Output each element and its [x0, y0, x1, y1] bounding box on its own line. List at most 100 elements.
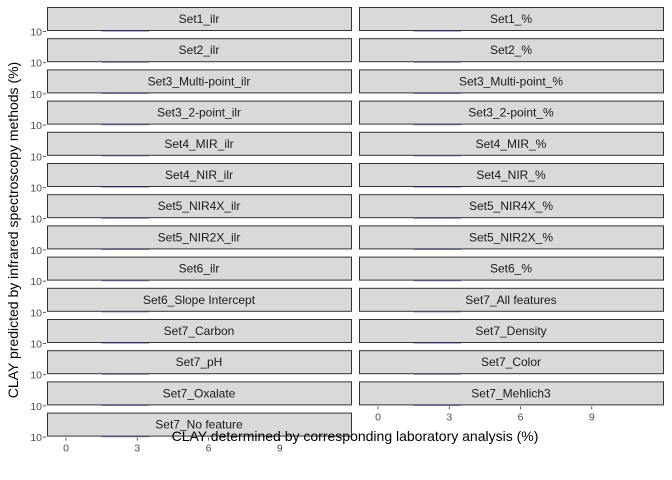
y-tick-label: 10 — [30, 245, 42, 257]
facet-strip-label: Set4_NIR_% — [476, 168, 546, 182]
facet-strip — [359, 194, 664, 219]
facet-panel: Set3_2-point_% — [359, 100, 664, 126]
facet-strip-label: Set1_% — [490, 12, 532, 26]
facet-strip-label: Set7_Oxalate — [163, 386, 236, 400]
facet-panel: Set5_NIR4X_% — [359, 194, 664, 219]
facet-panel: Set6_ilr 10 — [30, 256, 352, 288]
facet-strip-label: Set4_MIR_ilr — [164, 137, 233, 151]
y-tick-label: 10 — [30, 183, 42, 195]
facet-strip-label: Set3_Multi-point_ilr — [148, 74, 251, 88]
facet-strip-label: Set5_NIR2X_ilr — [158, 230, 241, 244]
facet-panel: Set5_NIR2X_% — [359, 225, 664, 251]
facet-strip — [359, 256, 664, 281]
y-tick-label: 10 — [30, 307, 42, 319]
facet-strip-label: Set4_MIR_% — [476, 137, 547, 151]
facet-panel: Set7_All features — [359, 287, 664, 313]
facet-strip-label: Set6_% — [490, 262, 532, 276]
facet-panel: Set6_Slope Intercept 10 — [30, 287, 352, 319]
facet-panel: Set4_MIR_% — [359, 131, 664, 157]
facet-strip — [47, 287, 352, 312]
y-tick-label: 10 — [30, 339, 42, 351]
facet-strip-label: Set7_Mehlich3 — [471, 386, 551, 400]
facet-panel: Set7_pH 10 — [30, 350, 352, 382]
x-tick-label: 0 — [63, 443, 69, 455]
facet-strip-label: Set7_Color — [481, 355, 541, 369]
facet-panel: Set3_Multi-point_% — [359, 69, 664, 94]
facet-panel: Set7_Mehlich3 — [359, 381, 664, 407]
facet-strip-label: Set7_No feature — [155, 418, 243, 432]
facet-strip — [47, 7, 352, 31]
y-tick-label: 10 — [30, 401, 42, 413]
facet-strip — [359, 225, 664, 250]
y-tick-label: 10 — [30, 214, 42, 226]
facet-panel: Set6_% — [359, 256, 664, 282]
facet-strip — [47, 256, 352, 281]
facet-strip — [47, 100, 352, 125]
facet-strip — [47, 131, 352, 156]
facet-strip-label: Set3_Multi-point_% — [459, 74, 563, 88]
facet-strip — [47, 225, 352, 250]
facet-strip — [47, 381, 352, 406]
facet-strip-label: Set6_Slope Intercept — [143, 293, 256, 307]
y-axis-title: CLAY predicted by infrared spectroscopy … — [5, 62, 21, 398]
facet-strip — [359, 38, 664, 63]
x-tick-label: 9 — [589, 411, 595, 423]
x-axes: 0 3 6 9 0 3 6 9 — [63, 406, 595, 455]
facet-strip-label: Set5_NIR4X_ilr — [158, 199, 241, 213]
facet-strip-label: Set7_Carbon — [164, 324, 235, 338]
facet-strip — [359, 287, 664, 312]
facet-strip — [47, 69, 352, 94]
facet-strip — [47, 163, 352, 187]
facet-panel: Set5_NIR4X_ilr 10 — [30, 194, 352, 226]
facet-panel: Set3_Multi-point_ilr 10 — [30, 69, 352, 101]
facet-panel: Set3_2-point_ilr 10 — [30, 100, 352, 132]
x-tick-label: 9 — [277, 443, 283, 455]
y-tick-label: 10 — [30, 120, 42, 132]
y-tick-label: 10 — [30, 276, 42, 288]
facet-panel: Set2_ilr 10 — [30, 38, 352, 70]
facet-panel: Set7_Carbon 10 — [30, 319, 352, 351]
facet-strip-label: Set2_% — [490, 43, 532, 57]
facet-strip — [47, 412, 352, 437]
x-axis-title: CLAY determined by corresponding laborat… — [172, 428, 539, 444]
facet-strip-label: Set1_ilr — [179, 12, 220, 26]
y-tick-label: 10 — [30, 89, 42, 101]
facet-strip — [47, 194, 352, 219]
facet-strip — [359, 319, 664, 343]
facet-strip-label: Set2_ilr — [179, 43, 220, 57]
x-tick-label: 3 — [446, 411, 452, 423]
facet-strip — [359, 69, 664, 94]
facet-panel: Set4_MIR_ilr 10 — [30, 131, 352, 163]
facet-panel: Set2_% — [359, 38, 664, 63]
facet-strip — [359, 381, 664, 406]
y-tick-label: 10 — [30, 58, 42, 70]
y-tick-label: 10 — [30, 370, 42, 382]
facet-strip — [359, 7, 664, 31]
facet-strip — [47, 38, 352, 63]
facet-strip — [47, 350, 352, 375]
facet-strip-label: Set7_pH — [176, 355, 223, 369]
facet-strip — [359, 100, 664, 125]
facet-panel: Set7_Oxalate 10 — [30, 381, 352, 413]
facet-panel: Set4_NIR_% — [359, 163, 664, 188]
facet-panel: Set7_Color — [359, 350, 664, 375]
facet-strip — [359, 350, 664, 375]
y-tick-label: 10 — [30, 151, 42, 163]
facet-strip-label: Set7_Density — [475, 324, 546, 338]
x-tick-label: 6 — [518, 411, 524, 423]
facet-strip — [359, 131, 664, 156]
x-tick-label: 3 — [134, 443, 140, 455]
facet-strip-label: Set6_ilr — [179, 262, 220, 276]
facet-panel: Set1_ilr 10 — [30, 7, 352, 39]
facet-strip — [47, 319, 352, 343]
facet-strip-label: Set5_NIR2X_% — [469, 230, 553, 244]
y-tick-label: 10 — [30, 27, 42, 39]
facet-panel: Set7_Density — [359, 319, 664, 344]
facet-strip-label: Set5_NIR4X_% — [469, 199, 553, 213]
x-tick-label: 6 — [206, 443, 212, 455]
facet-strip-label: Set4_NIR_ilr — [165, 168, 233, 182]
facet-panels: Set1_ilr 10 Set1_% Set2_ilr 10 Set2_% Set3_Mul… — [30, 7, 664, 444]
x-tick-label: 0 — [375, 411, 381, 423]
facet-strip — [359, 163, 664, 187]
